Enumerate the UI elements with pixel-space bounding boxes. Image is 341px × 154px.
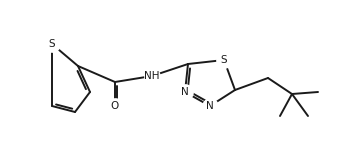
Text: S: S (49, 39, 55, 49)
Text: O: O (111, 101, 119, 111)
Text: S: S (221, 55, 227, 65)
Text: NH: NH (144, 71, 160, 81)
Text: N: N (206, 101, 214, 111)
Text: N: N (181, 87, 189, 97)
